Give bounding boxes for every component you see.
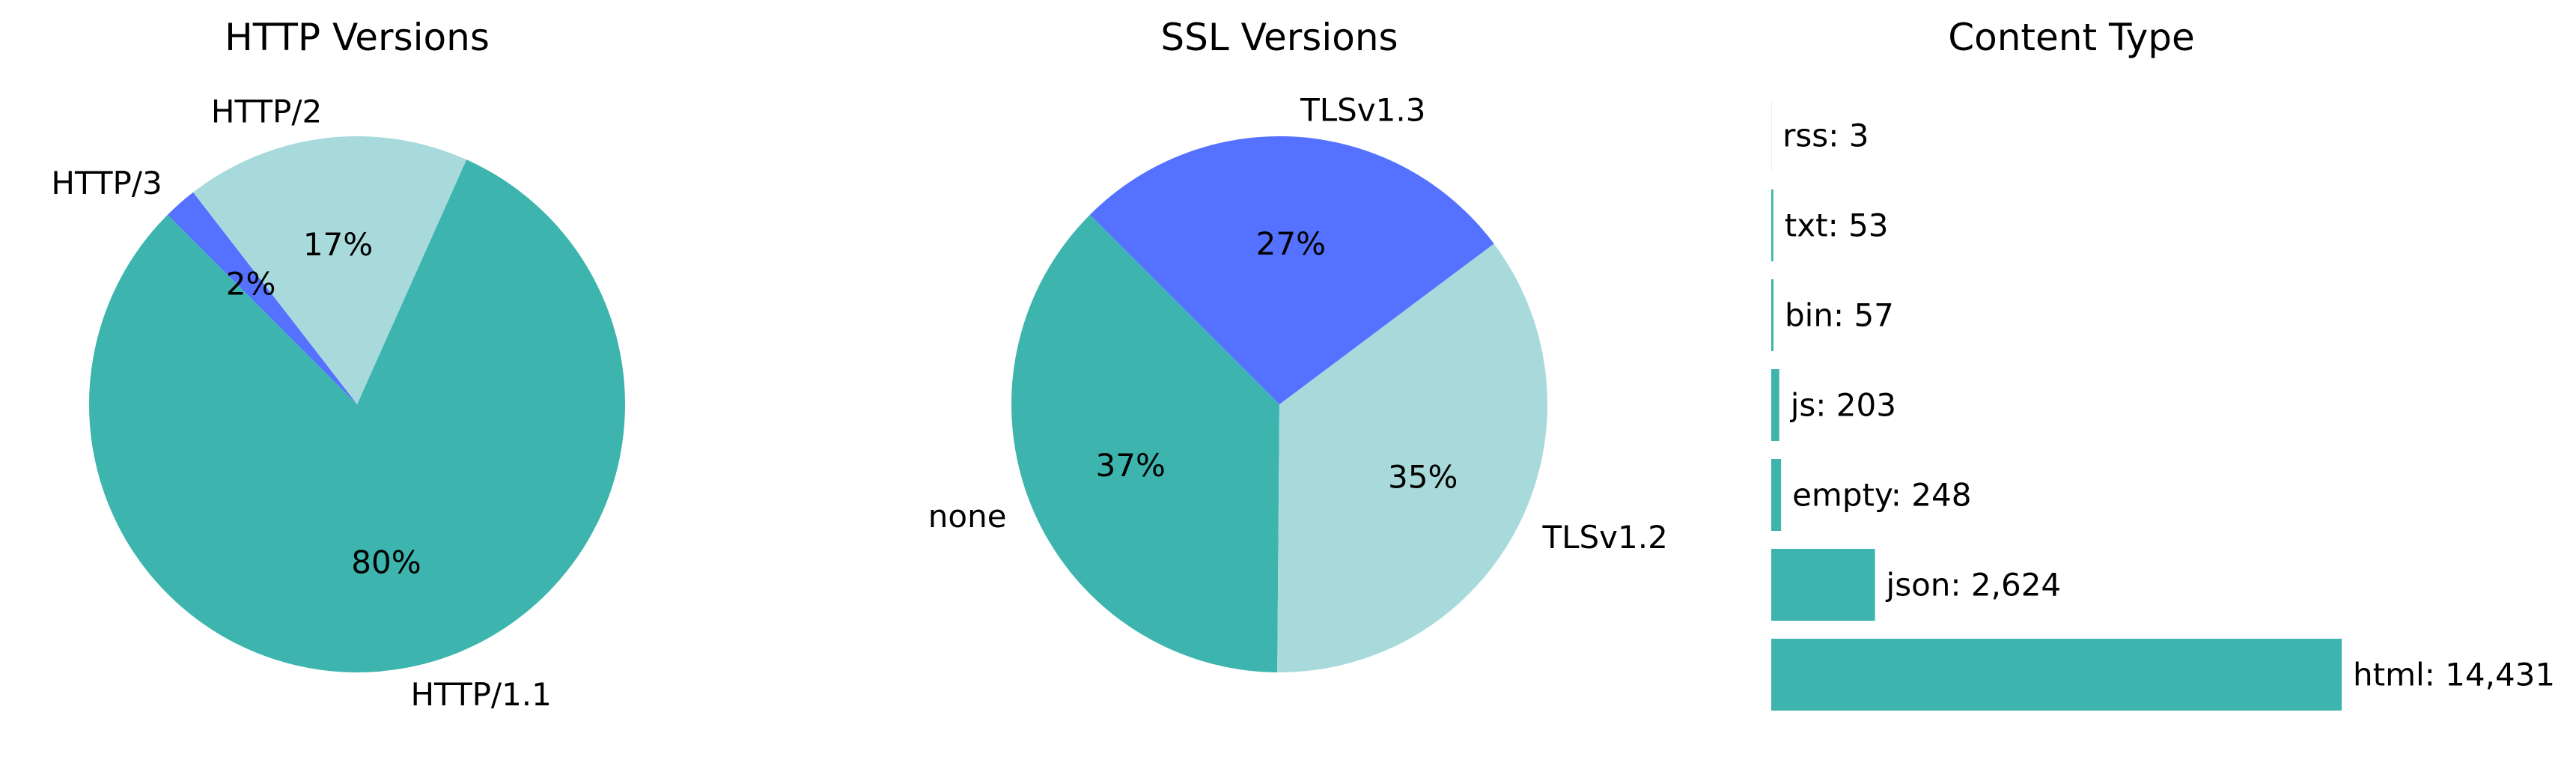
content-type-bar-chart: Content Type html: 14,431 json: 2,624 empt… [1771,16,2555,711]
bar-txt [1771,189,1773,261]
bar-json [1771,549,1875,621]
bar-js [1771,369,1779,441]
bar-value-label: js: 203 [1790,387,1896,424]
pie-percent-label: 35% [1388,458,1458,495]
pie-percent-label: 17% [303,226,373,263]
pie-slice-http-2 [192,136,467,404]
bar-value-label: rss: 3 [1782,118,1869,154]
http-versions-pie-chart: HTTP Versions 80% HTTP/1.1 17% HTTP/2 2% HTTP… [51,16,626,713]
pie-category-label: HTTP/1.1 [410,676,551,713]
pie-percent-label: 2% [226,265,276,302]
pie-category-label: TLSv1.2 [1541,519,1667,556]
pie-category-label: TLSv1.3 [1300,92,1425,129]
bar-empty [1771,459,1782,531]
bar-value-label: txt: 53 [1785,207,1889,244]
pie-category-label: none [928,498,1007,535]
pie-slice-http-3 [167,192,357,404]
bar-value-label: json: 2,624 [1886,567,2062,604]
ssl-versions-title: SSL Versions [1160,16,1398,59]
bar-bin [1771,279,1774,351]
pie-slice-none [1011,214,1279,672]
pie-percent-label: 27% [1256,225,1326,262]
bar-html [1771,639,2342,711]
pie-category-label: HTTP/2 [211,93,322,130]
pie-slice-http-1-1 [89,159,626,672]
pie-percent-label: 80% [351,544,421,581]
bar-value-label: empty: 248 [1792,477,1971,514]
ssl-versions-pie-chart: SSL Versions 37% none 35% TLSv1.2 27% TLSv1.3 [928,16,1668,672]
content-type-title: Content Type [1948,16,2195,59]
http-versions-title: HTTP Versions [225,16,490,59]
bar-value-label: bin: 57 [1785,297,1894,334]
pie-category-label: HTTP/3 [51,165,162,201]
bar-value-label: html: 14,431 [2353,657,2555,693]
pie-percent-label: 37% [1096,447,1166,484]
pie-slice-tlsv1-3 [1089,136,1494,405]
pie-slice-tlsv1-2 [1277,243,1547,672]
